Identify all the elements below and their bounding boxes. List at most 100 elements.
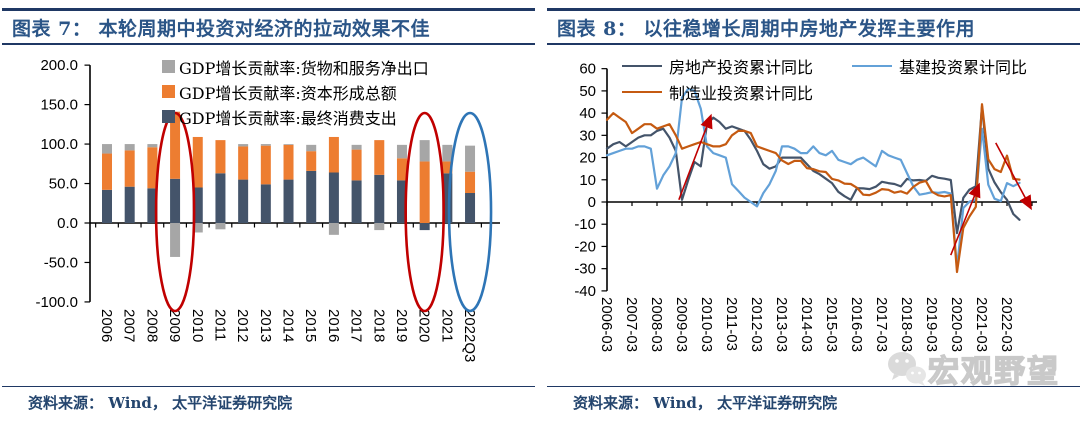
title-rule <box>2 43 535 45</box>
bar-2006-capital <box>102 153 112 190</box>
bar-2016-net_exports <box>328 223 339 235</box>
bar-2015-net_exports <box>306 144 317 152</box>
bar-2007-consumption <box>124 186 135 223</box>
bar-2021-capital <box>442 161 453 174</box>
figure-7-panel: 图表 7： 本轮周期中投资对经济的拉动效果不佳 GDP增长贡献率:货物和服务净出… <box>2 0 535 422</box>
bar-2021-consumption <box>442 173 453 223</box>
x-tick-label: 2006 <box>98 309 115 342</box>
x-tick-label: 2008 <box>143 309 160 342</box>
bar-2008-capital <box>147 147 158 189</box>
legend-label: 制造业投资累计同比 <box>669 84 814 103</box>
y-tick-label: 30 <box>579 127 596 144</box>
y-tick-label: 20 <box>579 150 596 167</box>
x-tick-label: 2011 <box>211 309 228 341</box>
legend-line-lightblue <box>852 65 892 67</box>
bar-2022Q3-consumption <box>465 193 476 223</box>
highlight-ellipse-2020 <box>404 111 445 313</box>
x-tick-label: 2007 <box>121 309 138 342</box>
legend-swatch-gray <box>162 60 175 73</box>
x-tick-label: 2015 <box>302 309 319 342</box>
x-tick-label: 2018-03 <box>898 297 915 352</box>
bar-2014-consumption <box>283 179 294 223</box>
bar-2017-consumption <box>351 180 362 223</box>
bar-2019-net_exports <box>396 144 407 159</box>
x-tick-label: 2009-03 <box>673 297 690 352</box>
bar-2017-net_exports <box>351 144 362 150</box>
trend-arrow-1 <box>678 113 713 201</box>
x-tick-label: 2013 <box>257 309 274 342</box>
figure-7-title: 图表 7： 本轮周期中投资对经济的拉动效果不佳 <box>12 18 430 40</box>
bar-2020-capital <box>419 161 430 223</box>
legend-swatch-navy <box>162 110 175 123</box>
legend-line-navy <box>622 65 662 67</box>
bar-2010-consumption <box>192 187 203 223</box>
bar-2013-consumption <box>260 184 271 223</box>
y-tick-label: 0.0 <box>57 215 78 232</box>
bar-2021-net_exports <box>442 144 453 162</box>
bar-2014-net_exports <box>283 144 294 145</box>
bar-2008-consumption <box>147 188 158 223</box>
top-rule <box>547 8 1080 11</box>
bar-2007-capital <box>124 150 135 187</box>
bar-2013-net_exports <box>260 144 271 146</box>
bar-2018-capital <box>374 140 385 175</box>
bar-2011-capital <box>215 140 226 174</box>
legend-item-capital: GDP增长贡献率:资本形成总额 <box>162 79 429 104</box>
legend-item-infrastructure: 基建投资累计同比 <box>852 54 1027 78</box>
x-tick-label: 2019-03 <box>923 297 940 352</box>
trend-arrow-3 <box>995 142 1032 211</box>
bar-2009-consumption <box>170 178 181 223</box>
y-tick-label: 40 <box>579 105 596 122</box>
y-tick-label: 50 <box>579 83 596 100</box>
y-tick-label: -30 <box>574 261 596 278</box>
top-rule <box>2 8 535 11</box>
y-tick-label: 200.0 <box>40 57 78 74</box>
legend-line-orange <box>622 91 662 93</box>
x-tick-label: 2016-03 <box>848 297 865 352</box>
title-rule <box>547 43 1080 45</box>
highlight-ellipse-2022Q3 <box>447 111 493 313</box>
legend-item-consumption: GDP增长贡献率:最终消费支出 <box>162 104 429 129</box>
x-tick-label: 2014 <box>280 309 297 342</box>
y-tick-label: -20 <box>574 238 596 255</box>
bar-2019-consumption <box>396 180 407 223</box>
bar-2016-capital <box>328 136 339 173</box>
x-tick-label: 2007-03 <box>623 297 640 352</box>
bar-2015-capital <box>306 151 317 171</box>
bar-2010-capital <box>192 136 203 188</box>
bar-2012-net_exports <box>238 144 249 147</box>
bar-2011-consumption <box>215 173 226 223</box>
y-tick-label: -100.0 <box>35 294 78 311</box>
x-tick-label: 2010-03 <box>698 297 715 352</box>
y-tick-label: 0 <box>588 194 596 211</box>
legend-item-manufacturing: 制造业投资累计同比 <box>622 80 813 104</box>
bar-2008-net_exports <box>147 144 158 148</box>
bar-2012-consumption <box>238 179 249 223</box>
y-tick-label: -50.0 <box>44 254 78 271</box>
bar-2013-capital <box>260 145 271 185</box>
line-manufacturing <box>605 103 1021 274</box>
bar-2020-net_exports <box>419 140 430 162</box>
source-rule <box>547 386 1080 388</box>
legend-item-net-exports: GDP增长贡献率:货物和服务净出口 <box>162 54 429 79</box>
bar-2015-consumption <box>306 170 317 223</box>
y-tick-label: -40 <box>574 283 596 300</box>
bar-2019-capital <box>396 158 407 181</box>
wechat-icon <box>888 351 926 386</box>
x-tick-label: 2009 <box>166 309 183 342</box>
x-tick-label: 2013-03 <box>773 297 790 352</box>
legend-label: GDP增长贡献率:货物和服务净出口 <box>179 58 429 78</box>
figure-8-title: 图表 8： 以往稳增长周期中房地产发挥主要作用 <box>557 18 975 40</box>
line-infrastructure <box>605 87 1021 269</box>
watermark: 宏观野望 <box>884 346 1060 391</box>
x-tick-label: 2017 <box>348 309 365 342</box>
legend-swatch-orange <box>162 85 175 98</box>
x-tick-label: 2012 <box>234 309 251 342</box>
watermark-text: 宏观野望 <box>927 353 1060 390</box>
y-tick-label: -10 <box>574 216 596 233</box>
y-tick-label: 10 <box>579 172 596 189</box>
legend-label: GDP增长贡献率:最终消费支出 <box>179 108 397 128</box>
bar-2022Q3-capital <box>465 171 476 194</box>
x-tick-label: 2010 <box>189 309 206 342</box>
